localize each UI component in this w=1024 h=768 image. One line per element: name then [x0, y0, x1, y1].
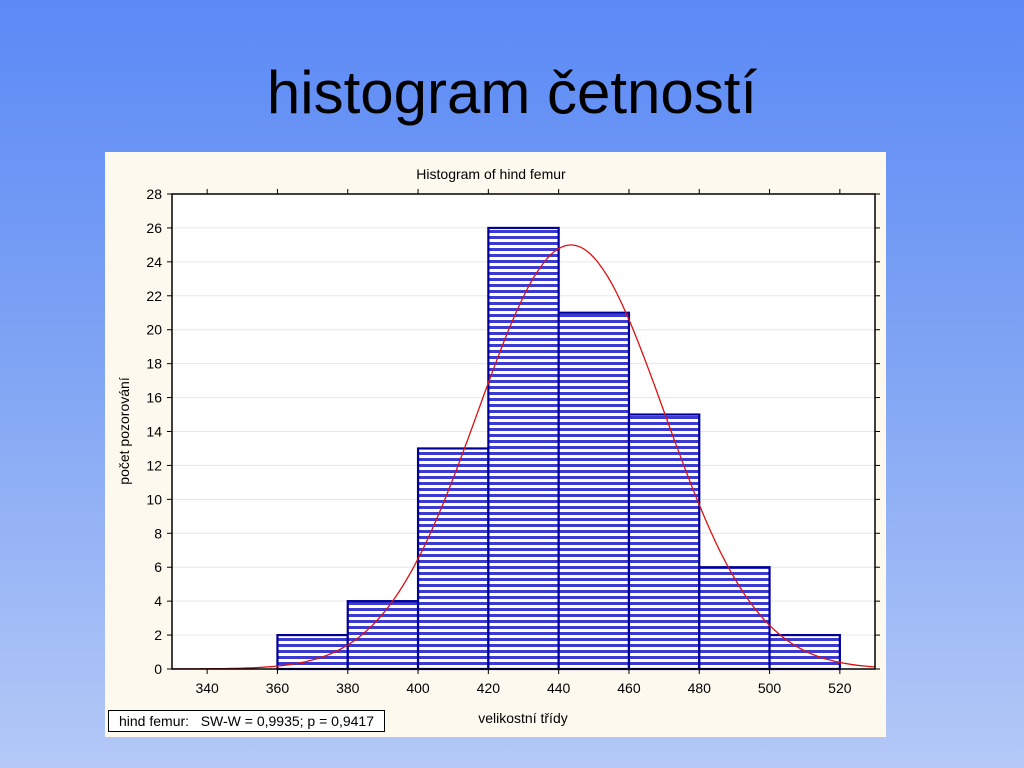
y-tick-label: 16	[146, 390, 162, 406]
histogram-bar	[698, 566, 771, 671]
y-tick-label: 18	[146, 356, 162, 372]
y-tick-label: 14	[146, 424, 162, 440]
normal-curve	[171, 244, 876, 670]
y-axis-label: počet pozorování	[116, 377, 132, 485]
x-axis-label: velikostní třídy	[478, 710, 567, 726]
x-tick-label: 400	[406, 680, 430, 696]
histogram-bar	[346, 600, 420, 671]
y-tick-label: 6	[154, 559, 162, 575]
slide-title: histogram četností	[266, 59, 758, 126]
histogram-bar	[627, 413, 701, 671]
x-tick-label: 480	[688, 680, 712, 696]
y-tick-label: 10	[146, 491, 162, 507]
y-tick-label: 0	[154, 661, 162, 677]
histogram-bar	[276, 633, 349, 671]
x-tick-label: 360	[266, 680, 290, 696]
y-tick-label: 26	[146, 220, 162, 236]
chart-panel: 0 2 4 6 8 10 12 14 16 18 20 22 24 26 28 340 360 380 400 420…	[105, 152, 886, 737]
y-tick-label: 8	[154, 525, 162, 541]
y-tick-label: 12	[146, 457, 162, 473]
x-tick-label: 520	[828, 680, 852, 696]
x-tick-label: 380	[336, 680, 360, 696]
statistics-box: hind femur: SW-W = 0,9935; p = 0,9417	[108, 710, 385, 732]
x-tick-label: 440	[547, 680, 571, 696]
x-tick-label: 460	[617, 680, 641, 696]
x-tick-label: 340	[195, 680, 219, 696]
chart-title: Histogram of hind femur	[416, 166, 566, 182]
y-tick-label: 20	[146, 322, 162, 338]
histogram-bar	[768, 633, 841, 671]
x-tick-label: 500	[758, 680, 782, 696]
y-tick-label: 2	[154, 627, 162, 643]
y-tick-label: 24	[146, 254, 162, 270]
histogram-bar	[416, 447, 490, 671]
x-tick-label: 420	[477, 680, 501, 696]
histogram-bar	[487, 226, 560, 671]
y-tick-label: 4	[154, 593, 162, 609]
y-tick-label: 28	[146, 186, 162, 202]
y-tick-label: 22	[146, 288, 162, 304]
bars	[276, 226, 841, 671]
histogram-bar	[557, 311, 631, 671]
